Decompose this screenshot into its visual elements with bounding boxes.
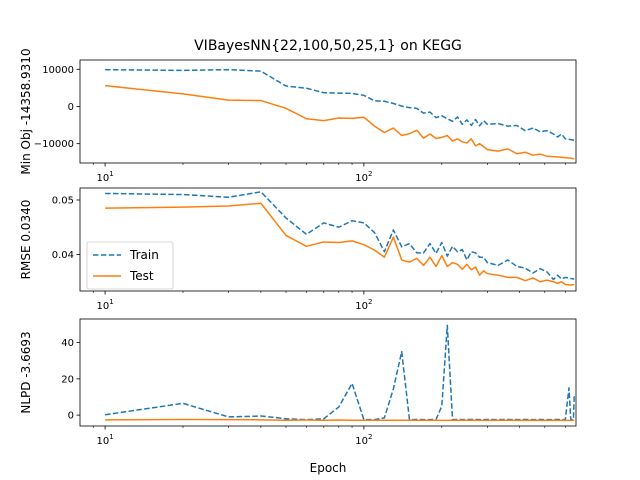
x-tick-label: 101 [96,298,113,312]
panel-1: −10000 0 10000 101 102 Min Obj -14358.9310 [19,48,577,184]
x-tick-label: 102 [355,433,372,447]
y-axis-label: NLPD -3.6693 [19,331,33,413]
y-tick-label: 0.05 [52,195,74,206]
y-axis-label: RMSE 0.0340 [19,200,33,280]
panel-3: 0 20 40 101 102 NLPD -3.6693 [19,318,577,447]
x-tick-label: 101 [96,170,113,184]
series-group [105,191,575,286]
series-line-train [104,324,576,421]
y-tick-label: 0 [68,102,74,113]
legend-box [86,241,174,290]
series-line-test [105,418,575,422]
y-tick-label: 0 [68,411,74,422]
series-line-test [105,202,575,286]
series-line-test [105,84,575,160]
axes-frame [79,318,577,427]
series-group [105,68,575,160]
y-tick-label: 10000 [42,65,74,76]
legend: Train Test [86,241,174,290]
y-tick-label: 40 [61,338,74,349]
x-tick-label: 102 [355,170,372,184]
axes-frame [79,187,577,292]
panel-2: 0.04 0.05 101 102 RMSE 0.0340 Train Test [19,187,577,312]
legend-label-train: Train [129,248,159,262]
x-tick-label: 102 [355,298,372,312]
y-tick-label: 20 [61,374,74,385]
series-line-train [105,191,575,281]
y-axis-label: Min Obj -14358.9310 [19,48,33,174]
axes-frame [79,59,577,164]
x-tick-label: 101 [96,433,113,447]
series-line-train [105,68,575,142]
legend-label-test: Test [129,269,154,283]
y-tick-label: −10000 [34,139,74,150]
y-tick-label: 0.04 [52,250,74,261]
x-axis-label: Epoch [310,461,347,475]
chart-title: VIBayesNN{22,100,50,25,1} on KEGG [194,38,462,54]
series-group [104,324,576,422]
